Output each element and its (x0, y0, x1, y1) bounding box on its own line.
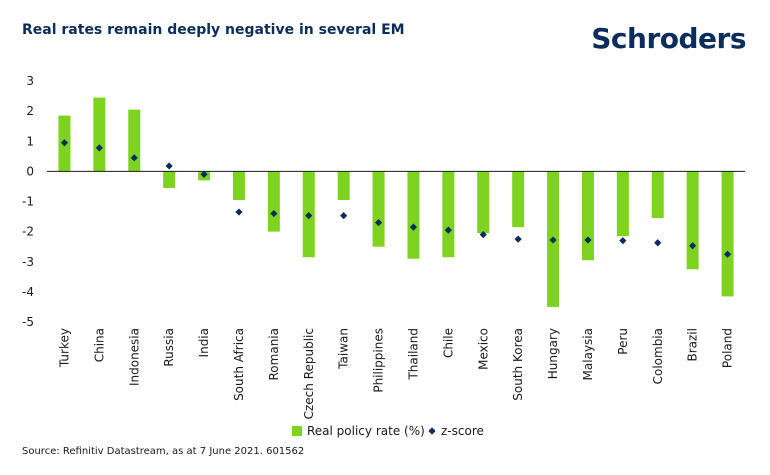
bar (581, 171, 594, 261)
legend: Real policy rate (%) z-score (292, 424, 484, 438)
bar (128, 109, 141, 172)
chart-title: Real rates remain deeply negative in sev… (22, 22, 405, 38)
marker-point (514, 235, 522, 243)
x-tick-label: Turkey (57, 328, 71, 368)
marker-point (374, 218, 383, 227)
y-axis: 3 2 1 0 -1 -2 -3 -4 -5 (22, 74, 34, 329)
x-tick-label: Romania (267, 328, 281, 380)
marker-point (200, 170, 208, 178)
x-tick-label: Thailand (406, 328, 420, 381)
y-tick-label: -5 (22, 315, 34, 329)
marker-point (305, 212, 313, 220)
marker-point (340, 212, 348, 220)
marker-point (95, 144, 103, 152)
y-tick-label: -3 (22, 255, 34, 269)
marker-point (479, 231, 487, 239)
bar (721, 171, 734, 297)
bar (163, 171, 176, 188)
marker-point (130, 154, 138, 162)
x-tick-label: Brazil (686, 328, 700, 362)
y-tick-label: 0 (26, 164, 34, 178)
x-tick-label: Taiwan (337, 328, 351, 370)
marker-point (60, 139, 69, 147)
marker-point (654, 239, 662, 247)
bar (442, 171, 455, 258)
legend-marker-swatch (428, 427, 436, 435)
bar (337, 171, 350, 200)
y-tick-label: 2 (26, 104, 34, 118)
y-tick-label: 3 (26, 74, 34, 88)
bar (616, 171, 629, 237)
marker-point (235, 208, 243, 216)
x-tick-label: Colombia (651, 328, 665, 384)
legend-marker-label: z-score (441, 424, 484, 438)
marker-point (723, 250, 732, 258)
x-tick-label: Peru (616, 328, 630, 355)
marker-point (444, 226, 452, 234)
schroders-logo: Schroders (591, 22, 746, 55)
marker-point (619, 237, 627, 245)
x-tick-label: Hungary (546, 328, 560, 379)
bar (267, 171, 280, 232)
marker-point (689, 242, 697, 250)
x-tick-label: Mexico (476, 328, 490, 370)
marker-point (270, 209, 278, 218)
x-tick-label: Russia (162, 328, 176, 367)
x-tick-label: India (197, 328, 211, 357)
bar (407, 171, 420, 259)
legend-bar-label: Real policy rate (%) (307, 424, 425, 438)
x-tick-label: Philippines (372, 328, 386, 393)
bar (651, 171, 664, 219)
bar (372, 171, 385, 247)
y-tick-label: 1 (26, 134, 34, 148)
x-tick-label: China (92, 328, 106, 362)
marker-point (165, 162, 173, 170)
marker-series (60, 139, 732, 258)
bar (93, 97, 106, 172)
x-tick-label: Chile (441, 328, 455, 358)
x-tick-label: Czech Republic (302, 328, 316, 419)
marker-point (584, 236, 592, 244)
x-tick-label: Indonesia (127, 328, 141, 386)
x-tick-label: South Africa (232, 328, 246, 401)
bar (477, 171, 490, 234)
x-tick-label: Poland (721, 328, 735, 368)
legend-bar-swatch (292, 426, 302, 436)
x-tick-label: South Korea (511, 328, 525, 401)
bar (512, 171, 525, 228)
source-note: Source: Refinitiv Datastream, as at 7 Ju… (22, 446, 305, 457)
y-tick-label: -2 (22, 225, 34, 239)
marker-point (549, 236, 557, 244)
y-tick-label: -1 (22, 195, 34, 209)
x-tick-label: Malaysia (581, 328, 595, 380)
bar (686, 171, 699, 270)
marker-point (409, 223, 418, 231)
y-tick-label: -4 (22, 285, 34, 299)
bar-series (58, 97, 734, 307)
x-axis: Turkey China Indonesia Russia India South Afr… (57, 328, 734, 419)
bar (232, 171, 245, 200)
